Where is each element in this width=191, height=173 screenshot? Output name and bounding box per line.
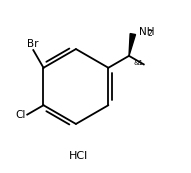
Polygon shape: [129, 34, 136, 56]
Text: &1: &1: [133, 60, 143, 66]
Text: Br: Br: [27, 39, 38, 49]
Text: 2: 2: [148, 29, 152, 38]
Text: HCl: HCl: [69, 151, 88, 161]
Text: NH: NH: [139, 27, 154, 37]
Text: Cl: Cl: [15, 110, 26, 120]
